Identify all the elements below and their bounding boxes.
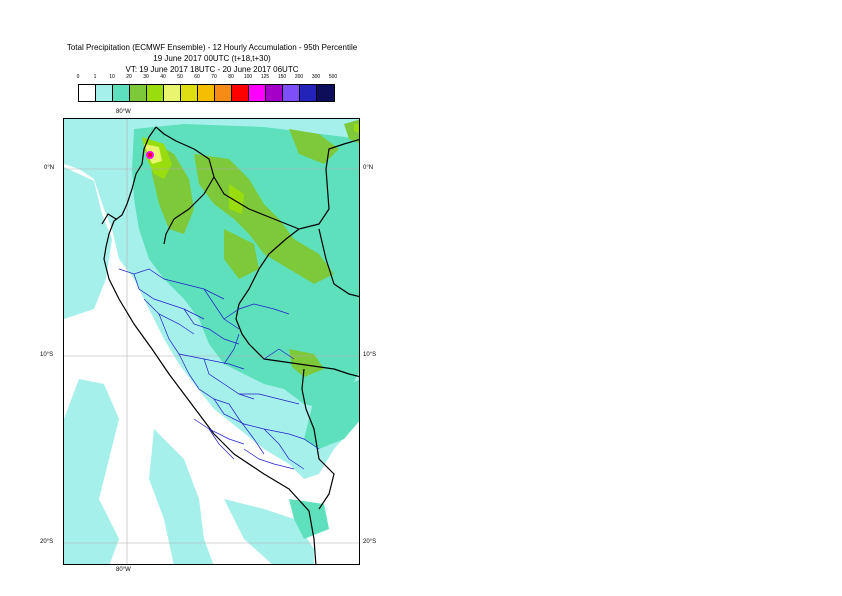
legend-box xyxy=(96,85,113,101)
legend-box xyxy=(283,85,300,101)
lat-label-right-0: 0°N xyxy=(363,165,374,171)
legend-tick: 100 xyxy=(243,74,253,80)
lon-label-bottom: 80°W xyxy=(116,567,131,573)
legend-tick: 150 xyxy=(277,74,287,80)
legend-box xyxy=(181,85,198,101)
lat-label-left-20s: 20°S xyxy=(40,539,54,545)
graticule xyxy=(64,119,359,564)
legend-box xyxy=(164,85,181,101)
legend-box xyxy=(147,85,164,101)
legend-box xyxy=(249,85,266,101)
color-legend: 0 1 10 20 30 40 50 60 70 80 100 125 150 200 300 500 xyxy=(76,74,348,104)
map-title: Total Precipitation (ECMWF Ensemble) - 1… xyxy=(0,42,424,75)
legend-tick: 80 xyxy=(228,74,234,80)
legend-tick: 200 xyxy=(294,74,304,80)
legend-color-boxes xyxy=(78,84,335,102)
legend-box xyxy=(130,85,147,101)
legend-tick: 40 xyxy=(160,74,166,80)
legend-box xyxy=(113,85,130,101)
lat-label-right-10s: 10°S xyxy=(363,352,377,358)
legend-box xyxy=(79,85,96,101)
precipitation-map xyxy=(63,118,360,565)
legend-tick: 70 xyxy=(211,74,217,80)
legend-tick: 0 xyxy=(76,74,80,80)
legend-tick: 50 xyxy=(177,74,183,80)
lat-label-left-10s: 10°S xyxy=(40,352,54,358)
precip-max xyxy=(146,151,154,159)
legend-box xyxy=(232,85,249,101)
legend-box xyxy=(215,85,232,101)
title-line-2: 19 June 2017 00UTC (t+18,t+30) xyxy=(153,54,271,63)
legend-box xyxy=(317,85,334,101)
legend-tick: 30 xyxy=(143,74,149,80)
title-line-1: Total Precipitation (ECMWF Ensemble) - 1… xyxy=(66,43,358,52)
lat-label-right-20s: 20°S xyxy=(363,539,377,545)
legend-box xyxy=(266,85,283,101)
country-borders xyxy=(101,126,359,564)
lat-label-left-0: 0°N xyxy=(44,165,55,171)
map-canvas xyxy=(64,119,359,564)
region-borders xyxy=(118,268,320,470)
legend-tick: 60 xyxy=(194,74,200,80)
legend-tick: 500 xyxy=(328,74,338,80)
legend-box xyxy=(198,85,215,101)
lon-label-top: 80°W xyxy=(116,109,131,115)
legend-tick: 10 xyxy=(109,74,115,80)
legend-tick: 1 xyxy=(93,74,97,80)
title-line-3: VT: 19 June 2017 18UTC - 20 June 2017 06… xyxy=(125,65,299,74)
legend-tick: 20 xyxy=(126,74,132,80)
legend-box xyxy=(300,85,317,101)
legend-tick: 125 xyxy=(260,74,270,80)
legend-tick-labels: 0 1 10 20 30 40 50 60 70 80 100 125 150 200 300 500 xyxy=(76,74,348,84)
legend-tick: 300 xyxy=(311,74,321,80)
